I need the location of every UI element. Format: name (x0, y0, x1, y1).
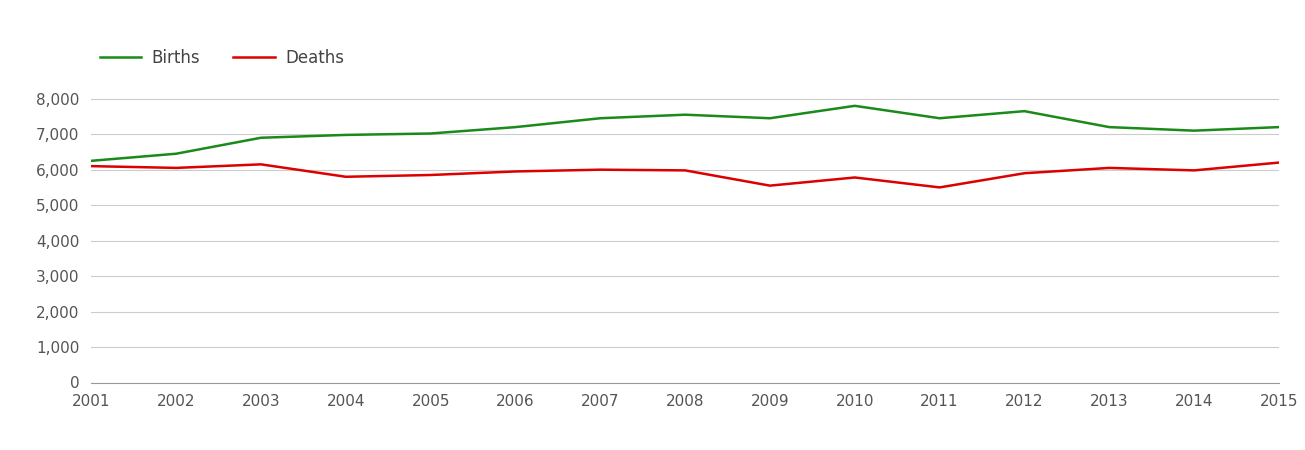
Deaths (932, 184, 947, 190)
Deaths (168, 165, 184, 171)
Deaths (1271, 160, 1287, 165)
Deaths (338, 174, 354, 180)
Births (762, 116, 778, 121)
Deaths (847, 175, 863, 180)
Deaths (84, 163, 99, 169)
Deaths (762, 183, 778, 189)
Births (1271, 124, 1287, 130)
Deaths (677, 168, 693, 173)
Births (423, 131, 438, 136)
Births (1101, 124, 1117, 130)
Deaths (592, 167, 608, 172)
Births (508, 124, 523, 130)
Births (592, 116, 608, 121)
Births (932, 116, 947, 121)
Deaths (508, 169, 523, 174)
Deaths (253, 162, 269, 167)
Deaths (1017, 171, 1032, 176)
Births (168, 151, 184, 157)
Line: Deaths: Deaths (91, 162, 1279, 187)
Line: Births: Births (91, 106, 1279, 161)
Births (1017, 108, 1032, 114)
Births (677, 112, 693, 117)
Deaths (423, 172, 438, 178)
Deaths (1186, 168, 1202, 173)
Deaths (1101, 165, 1117, 171)
Births (84, 158, 99, 163)
Legend: Births, Deaths: Births, Deaths (99, 49, 345, 67)
Births (338, 132, 354, 138)
Births (1186, 128, 1202, 133)
Births (847, 103, 863, 108)
Births (253, 135, 269, 140)
